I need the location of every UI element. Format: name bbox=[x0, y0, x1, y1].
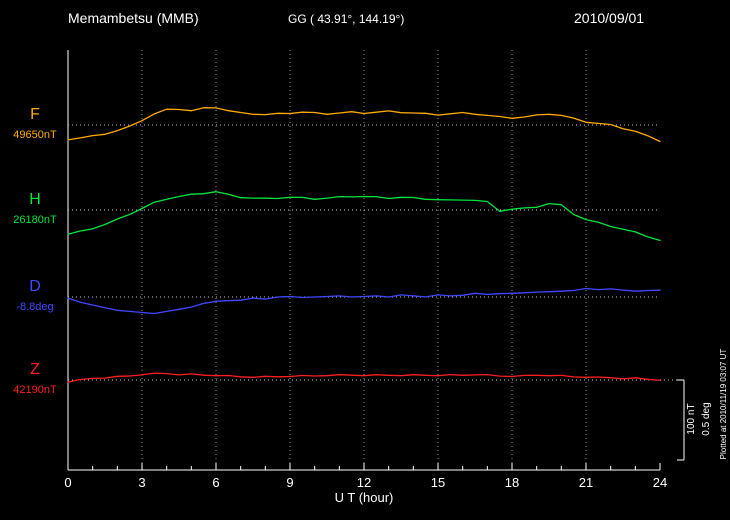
scale-bar-deg-label: 0.5 deg bbox=[700, 402, 712, 436]
x-tick-label-3: 3 bbox=[138, 475, 145, 490]
trace-H bbox=[67, 191, 661, 242]
series-z-baseline-value: 42190nT bbox=[13, 384, 57, 396]
scale-bar-nt-label: 100 nT bbox=[686, 403, 697, 435]
scale-bar-labels: 100 nT 0.5 deg bbox=[685, 383, 715, 455]
x-tick-label-24: 24 bbox=[653, 475, 667, 490]
trace-D bbox=[67, 287, 661, 315]
x-axis-label: U T (hour) bbox=[334, 490, 394, 505]
series-h-label: H bbox=[29, 191, 41, 208]
plot-date: 2010/09/01 bbox=[574, 10, 645, 26]
x-tick-label-15: 15 bbox=[431, 475, 445, 490]
x-tick-label-9: 9 bbox=[286, 475, 293, 490]
trace-F bbox=[67, 107, 661, 143]
x-tick-label-0: 0 bbox=[64, 475, 71, 490]
x-tick-label-6: 6 bbox=[212, 475, 219, 490]
series-h-baseline-value: 26180nT bbox=[13, 214, 57, 226]
series-f-label: F bbox=[30, 106, 40, 123]
station-coordinates: GG ( 43.91°, 144.19°) bbox=[288, 12, 405, 26]
x-tick-label-21: 21 bbox=[579, 475, 593, 490]
series-z-label: Z bbox=[30, 361, 40, 378]
series-f-baseline-value: 49650nT bbox=[13, 129, 57, 141]
trace-Z bbox=[67, 372, 661, 383]
series-d-baseline-value: -8.8deg bbox=[16, 301, 54, 313]
series-d-label: D bbox=[29, 278, 41, 295]
x-tick-label-18: 18 bbox=[505, 475, 519, 490]
station-title: Memambetsu (MMB) bbox=[68, 10, 199, 26]
x-tick-label-12: 12 bbox=[357, 475, 371, 490]
plotted-at-note: Plotted at 2010/11/19 03:07 UT bbox=[719, 348, 728, 460]
